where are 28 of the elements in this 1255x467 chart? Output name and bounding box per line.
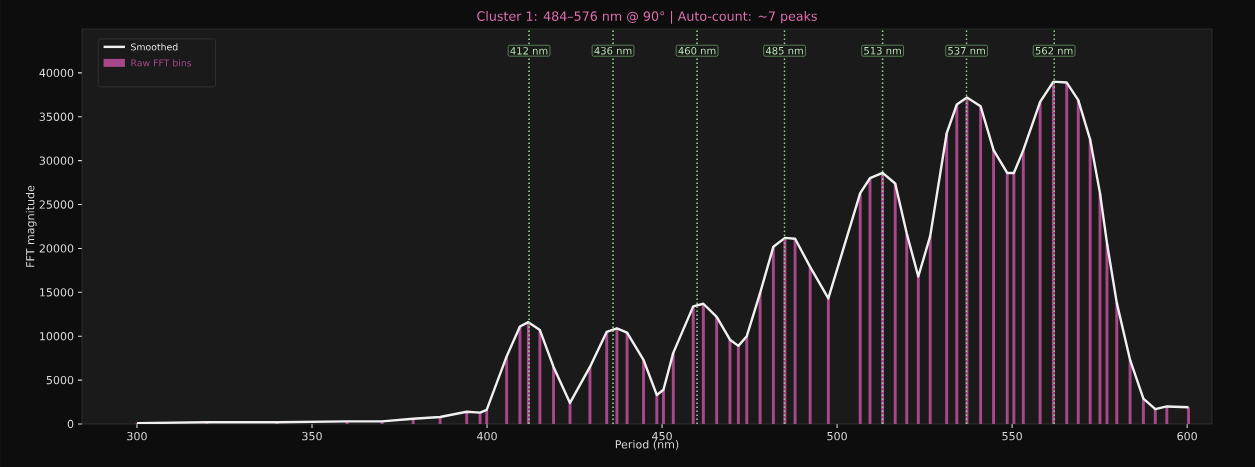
- y-tick-label: 10000: [40, 332, 74, 341]
- y-tick-label: 20000: [39, 244, 74, 253]
- text: Raw FFT bins: [131, 59, 192, 67]
- ref-line-label: 412 nm: [510, 47, 548, 55]
- y-tick-label: 35000: [39, 112, 74, 121]
- y-axis-title: FFT magnitude: [25, 185, 37, 267]
- text: Smoothed: [131, 43, 178, 51]
- ref-line-label: 513 nm: [864, 46, 901, 55]
- x-tick-label: 300: [127, 431, 147, 441]
- x-tick-label: 550: [1002, 431, 1022, 441]
- x-tick-label: 400: [477, 431, 497, 441]
- x-tick-label: 450: [652, 431, 672, 441]
- y-tick-label: 15000: [40, 288, 74, 297]
- y-tick-label: 30000: [39, 156, 74, 165]
- ref-line-label: 562 nm: [1035, 46, 1073, 55]
- x-tick-label: 350: [302, 431, 322, 441]
- ref-line-label: 436 nm: [594, 46, 632, 55]
- chart-title: Cluster 1: 484–576 nm @ 90° | Auto-count: ~7 peaks: [477, 11, 817, 24]
- x-axis-title: Period (nm): [615, 439, 679, 450]
- x-tick-label: 600: [1177, 431, 1197, 441]
- y-tick-label: 40000: [39, 68, 74, 78]
- y-tick-label: 25000: [39, 200, 74, 209]
- y-tick-label: 0: [67, 419, 74, 429]
- ref-line-label: 460 nm: [678, 46, 716, 55]
- x-tick-label: 500: [827, 431, 847, 441]
- ref-line-label: 537 nm: [948, 46, 985, 55]
- y-tick-label: 5000: [46, 375, 74, 385]
- ref-line-label: 485 nm: [765, 46, 803, 55]
